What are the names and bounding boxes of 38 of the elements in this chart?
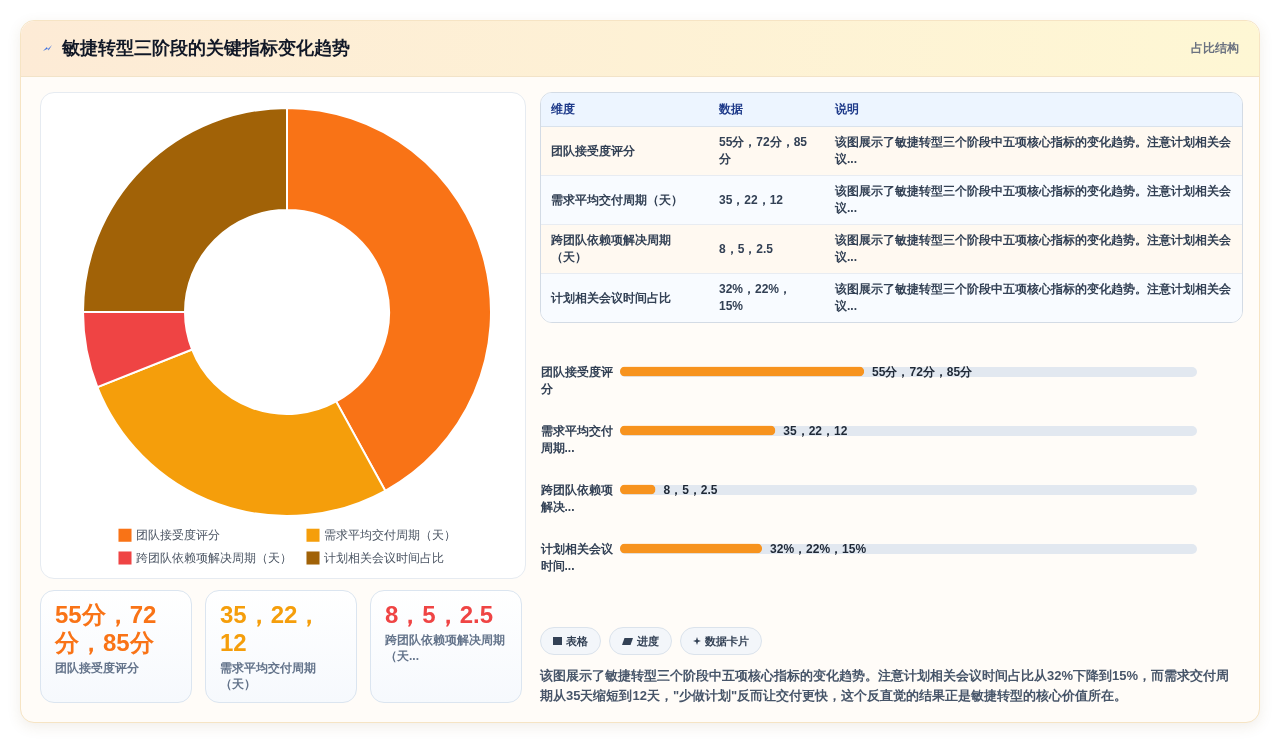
text: 该图展示了敏捷转型三个阶段中五项核心指标的变化趋势。注意计划相关会议... (825, 225, 1242, 274)
y-tick-label: 团队接受度评分 (539, 364, 613, 396)
text: 跨团队依赖项解决周期（天） (541, 225, 709, 274)
text: 8，5，2.5 (385, 601, 495, 629)
y-tick-label: 计划相关会议时间... (539, 541, 614, 573)
data-label: 32%，22%，15% (770, 541, 867, 556)
text: 8，5，2.5 (709, 225, 825, 274)
text: 计划相关会议时间占比 (541, 274, 709, 322)
y-tick-label: 跨团队依赖项解决... (539, 482, 614, 514)
data-label: 55分，72分，85分 (872, 364, 974, 379)
text: 35，22，12 (709, 176, 825, 225)
button: 进度 (609, 627, 672, 655)
legend-label: 跨团队依赖项解决周期（天） (136, 551, 292, 565)
text: 维度 (541, 93, 709, 127)
data-label: 8，5，2.5 (663, 482, 718, 497)
text: 需求平均交付周期（天） (541, 176, 709, 225)
legend-label: 团队接受度评分 (136, 528, 220, 543)
text: 该图展示了敏捷转型三个阶段中五项核心指标的变化趋势。注意计划相关会议... (825, 127, 1242, 176)
text: 需求平均交付周期（天） (220, 660, 317, 692)
text: 该图展示了敏捷转型三个阶段中五项核心指标的变化趋势。注意计划相关会议时间占比从32%下降到15%，而需求交付周期从35天缩短到12天，"少做计划"反而让交付更快，这个反直觉的结果正是敏捷转型的核心价值所在。 (540, 667, 1231, 705)
text: 占比结构 (1191, 40, 1239, 56)
text: 32%，22%，15% (709, 274, 825, 322)
text: 说明 (825, 93, 1242, 127)
text: 55分，72分，85分 (709, 127, 825, 176)
text: 该图展示了敏捷转型三个阶段中五项核心指标的变化趋势。注意计划相关会议... (825, 274, 1242, 322)
button: 数据卡片 (680, 627, 762, 655)
text: 敏捷转型三阶段的关键指标变化趋势 (62, 37, 350, 60)
text: 跨团队依赖项解决周期（天... (385, 632, 506, 664)
text: 团队接受度评分 (55, 660, 140, 676)
y-tick-label: 需求平均交付周期... (539, 423, 613, 455)
text: 该图展示了敏捷转型三个阶段中五项核心指标的变化趋势。注意计划相关会议... (825, 176, 1242, 225)
legend-label: 计划相关会议时间占比 (324, 551, 444, 565)
button: 表格 (540, 627, 601, 655)
legend-label: 需求平均交付周期（天） (324, 528, 456, 543)
data-label: 35，22，12 (783, 423, 848, 438)
text: 35，22，12 (220, 601, 323, 657)
text: 数据 (709, 93, 825, 127)
text: 55分，72分，85分 (55, 601, 158, 657)
